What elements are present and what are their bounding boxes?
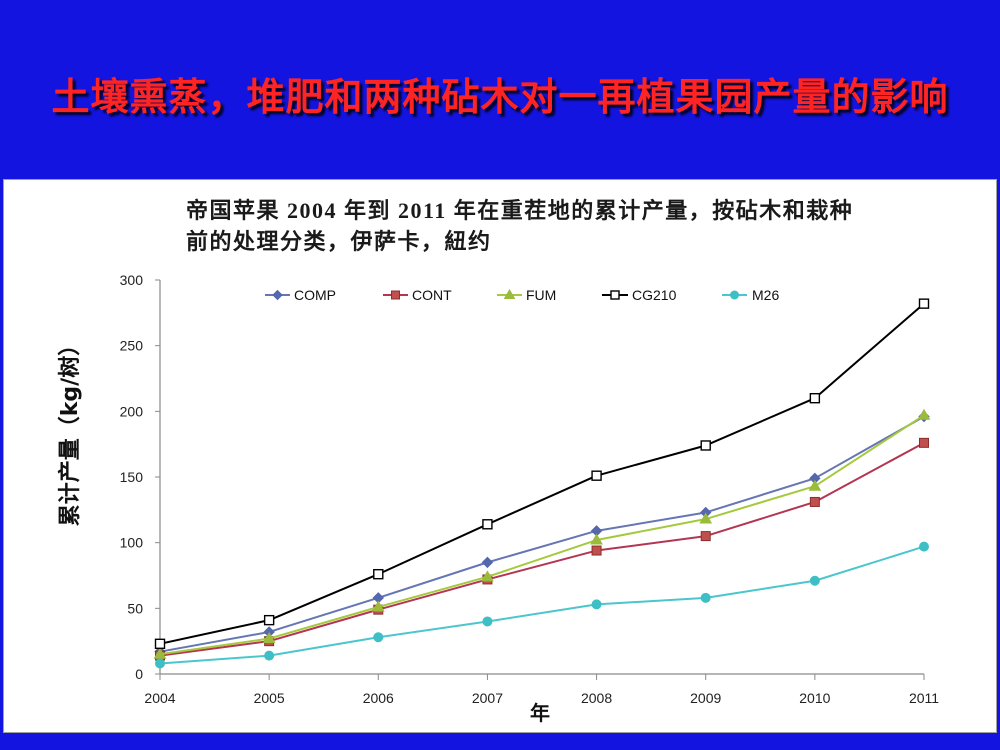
m26-point-2006	[373, 632, 384, 643]
y-tick-label-300: 300	[120, 272, 144, 288]
legend-cont-label: CONT	[412, 287, 452, 303]
y-tick-label-150: 150	[120, 469, 144, 485]
legend: COMP CONT FUM CG210 M26	[265, 287, 779, 303]
slide-title: 土壤熏蒸，堆肥和两种砧木对一再植果园产量的影响	[51, 75, 949, 119]
x-tick-label-2005: 2005	[254, 690, 285, 706]
m26-point-2009	[700, 592, 711, 603]
x-axis-label: 年	[516, 698, 564, 728]
legend-fum-label: FUM	[526, 287, 556, 303]
y-tick-label-0: 0	[135, 666, 143, 682]
fum-point-2009	[699, 512, 713, 524]
y-tick-label-100: 100	[120, 535, 144, 551]
cg210-point-2006	[373, 568, 384, 580]
m26-point-2008	[591, 599, 602, 610]
cont-line	[159, 441, 925, 657]
legend-comp-label: COMP	[294, 287, 336, 303]
cont-point-2010	[809, 496, 820, 507]
m26-point-2004	[155, 658, 165, 669]
fum-point-2011	[917, 408, 931, 420]
legend-m26-label: M26	[752, 287, 779, 303]
legend-fum-marker	[503, 289, 516, 299]
comp-line	[159, 415, 925, 653]
fum-point-2008	[590, 533, 603, 545]
chart-title-line-1: 帝国苹果 2004 年到 2011 年在重茬地的累计产量，按砧木和栽种	[186, 198, 854, 223]
y-tick-label-200: 200	[120, 403, 144, 419]
fum-point-2005	[262, 632, 276, 644]
chart-title-line-2: 前的处理分类，伊萨卡，紐约	[186, 229, 492, 254]
cg210-point-2004	[154, 638, 166, 649]
cont-point-2008	[591, 545, 602, 556]
m26-point-2010	[809, 575, 820, 586]
fum-series	[153, 408, 931, 659]
cg210-point-2011	[918, 298, 930, 309]
cg210-point-2010	[809, 392, 821, 404]
cg210-point-2009	[700, 440, 711, 451]
x-tick-label-2007: 2007	[472, 690, 503, 706]
legend-item-m26: M26	[722, 287, 779, 303]
x-tick-label-2010: 2010	[799, 690, 830, 706]
x-tick-label-2006: 2006	[363, 690, 394, 706]
legend-item-cont: CONT	[383, 287, 452, 303]
line-chart: 0 50 100 150 200 250 300 2004 2005 2006 2007 2008 20…	[120, 272, 940, 706]
fum-point-2004	[153, 647, 167, 659]
cg210-point-2008	[591, 470, 602, 481]
plot-area	[153, 298, 931, 669]
cg210-line	[159, 302, 925, 645]
cont-point-2009	[700, 531, 711, 542]
legend-item-fum: FUM	[497, 287, 556, 303]
cg210-point-2005	[263, 614, 275, 626]
m26-series	[155, 541, 929, 669]
y-tick-label-250: 250	[120, 338, 144, 354]
fum-point-2007	[481, 570, 494, 582]
legend-item-cg210: CG210	[602, 287, 677, 303]
comp-point-2007	[481, 556, 494, 569]
legend-m26-marker	[730, 290, 739, 300]
cont-series	[155, 437, 929, 661]
legend-item-comp: COMP	[265, 287, 336, 303]
fum-line	[159, 414, 925, 656]
m26-line	[159, 545, 925, 665]
legend-cg210-marker	[610, 290, 620, 300]
x-tick-label-2011: 2011	[909, 690, 939, 706]
x-tick-label-2004: 2004	[144, 690, 175, 706]
cg210-point-2007	[482, 519, 493, 530]
fum-point-2010	[808, 479, 822, 491]
cont-point-2011	[919, 437, 929, 448]
axes: 0 50 100 150 200 250 300 2004 2005 2006 2007 2008 20…	[120, 272, 940, 706]
comp-series	[154, 410, 930, 658]
legend-cont-marker	[391, 290, 400, 300]
cg210-series	[154, 298, 930, 649]
y-tick-label-50: 50	[127, 600, 143, 616]
fum-point-2006	[371, 600, 385, 612]
legend-comp-marker	[272, 289, 283, 301]
m26-point-2007	[482, 616, 493, 627]
chart-title: 帝国苹果 2004 年到 2011 年在重茬地的累计产量，按砧木和栽种 前的处理…	[186, 195, 853, 257]
m26-point-2005	[264, 650, 275, 661]
x-tick-label-2008: 2008	[581, 690, 612, 706]
y-axis-label: 累计产量（kg/树）	[58, 333, 83, 527]
legend-cg210-label: CG210	[632, 287, 677, 303]
x-tick-label-2009: 2009	[690, 690, 721, 706]
chart-panel: 帝国苹果 2004 年到 2011 年在重茬地的累计产量，按砧木和栽种 前的处理…	[3, 179, 997, 733]
m26-point-2011	[919, 541, 929, 552]
